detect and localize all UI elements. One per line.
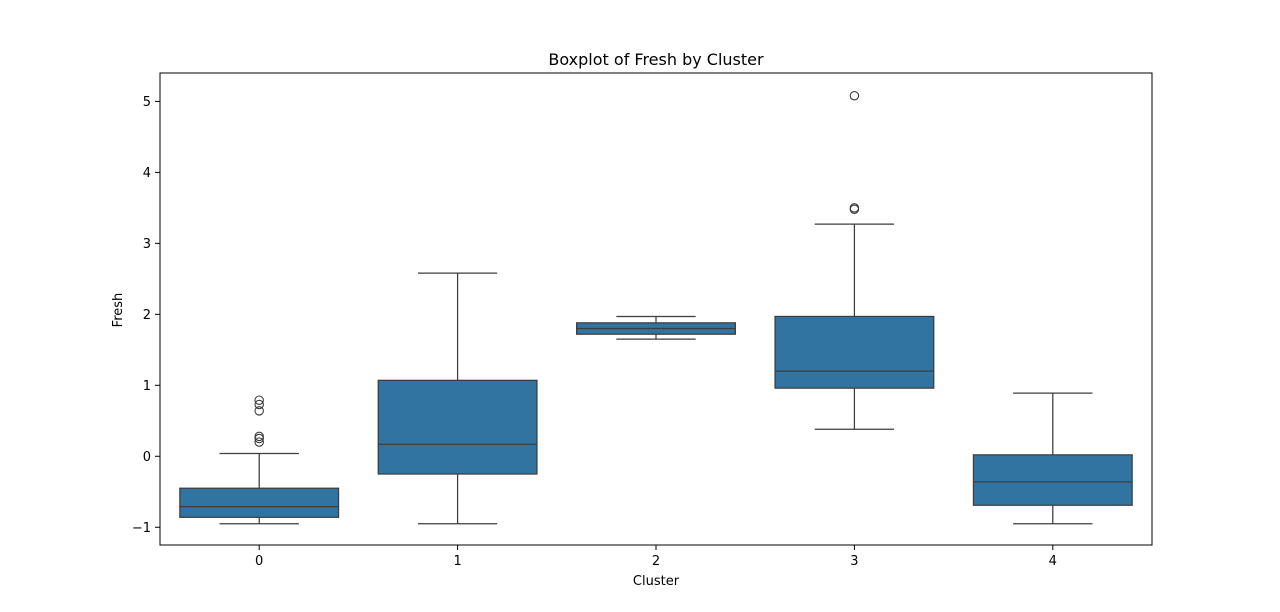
iqr-box <box>179 487 340 518</box>
y-tick-label: 0 <box>143 450 151 465</box>
outlier-point <box>254 395 264 405</box>
x-axis-label: Cluster <box>633 574 680 589</box>
plot-area <box>179 90 1133 525</box>
y-tick-label: 2 <box>143 308 151 323</box>
outlier-point <box>849 90 860 101</box>
y-tick-label: 4 <box>143 166 151 181</box>
iqr-box <box>774 315 935 389</box>
box-cluster-1 <box>377 272 538 525</box>
box-cluster-3 <box>774 90 935 430</box>
x-tick-label: 1 <box>453 554 461 569</box>
x-tick-label: 2 <box>652 554 660 569</box>
outlier-point <box>254 406 264 416</box>
box-cluster-0 <box>179 395 340 525</box>
x-tick-label: 3 <box>850 554 858 569</box>
box-cluster-2 <box>576 315 736 340</box>
y-tick-label: 1 <box>143 379 151 394</box>
x-tick-label: 4 <box>1049 554 1057 569</box>
y-tick-label: 5 <box>143 95 151 110</box>
y-tick-label: 3 <box>143 237 151 252</box>
y-axis-label: Fresh <box>111 293 126 328</box>
outlier-point <box>849 203 860 213</box>
chart-title: Boxplot of Fresh by Cluster <box>548 50 764 69</box>
iqr-box <box>972 454 1133 506</box>
iqr-box <box>377 379 538 475</box>
outlier-point <box>254 437 264 447</box>
y-tick-label: −1 <box>132 521 151 536</box>
box-cluster-4 <box>972 392 1133 525</box>
outlier-point <box>254 431 264 442</box>
outlier-point <box>254 399 264 410</box>
x-tick-label: 0 <box>255 554 263 569</box>
